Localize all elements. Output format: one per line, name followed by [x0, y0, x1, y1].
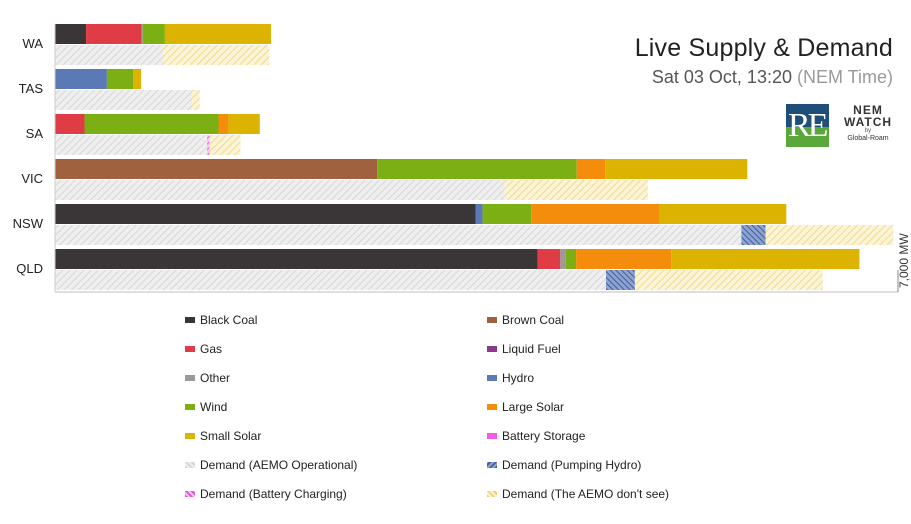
supply-bar-vic-small-solar[interactable]: [605, 159, 748, 179]
legend-label: Large Solar: [502, 400, 565, 414]
demand-bar-tas-demand-aemo-operational[interactable]: [55, 90, 192, 110]
legend-label: Battery Storage: [502, 429, 586, 443]
supply-bar-qld-other[interactable]: [560, 249, 566, 269]
demand-bar-nsw-demand-the-aemo-don-t-see[interactable]: [765, 225, 894, 245]
legend-label: Small Solar: [200, 429, 262, 443]
legend-label: Other: [200, 371, 231, 385]
legend-item-battery-storage[interactable]: Battery Storage: [487, 429, 585, 443]
supply-bar-qld-wind[interactable]: [565, 249, 577, 269]
legend-swatch: [185, 345, 195, 352]
demand-bar-wa-demand-the-aemo-don-t-see[interactable]: [163, 45, 270, 65]
renew-economy-logo[interactable]: RE: [786, 104, 829, 147]
demand-bar-sa-demand-battery-charging[interactable]: [207, 135, 210, 155]
legend-swatch: [487, 374, 497, 381]
legend-swatch: [185, 374, 195, 381]
legend-label: Gas: [200, 342, 223, 356]
supply-bar-sa-small-solar[interactable]: [228, 114, 260, 134]
demand-bar-qld-demand-pumping-hydro[interactable]: [606, 270, 635, 290]
legend-item-brown-coal[interactable]: Brown Coal: [487, 313, 564, 327]
supply-bar-tas-hydro[interactable]: [55, 69, 107, 89]
demand-bar-vic-demand-aemo-operational[interactable]: [55, 180, 505, 200]
page-title: Live Supply & Demand: [634, 34, 893, 62]
region-label-tas: TAS: [19, 81, 44, 96]
demand-bar-qld-demand-aemo-operational[interactable]: [55, 270, 606, 290]
supply-bar-nsw-wind[interactable]: [482, 204, 532, 224]
header: Live Supply & Demand Sat 03 Oct, 13:20 (…: [635, 34, 893, 88]
supply-bar-nsw-large-solar[interactable]: [531, 204, 659, 224]
legend-label: Demand (Pumping Hydro): [502, 458, 642, 472]
legend-label: Demand (Battery Charging): [200, 487, 347, 501]
supply-bar-qld-gas[interactable]: [537, 249, 561, 269]
legend-swatch: [487, 461, 497, 468]
legend-item-large-solar[interactable]: Large Solar: [487, 400, 564, 414]
legend-swatch: [185, 461, 195, 468]
supply-bar-qld-large-solar[interactable]: [576, 249, 672, 269]
legend-label: Hydro: [502, 371, 535, 385]
supply-demand-chart: WA TAS SA VIC NSW QLD 7,000 MW: [13, 24, 911, 293]
supply-bar-nsw-black-coal[interactable]: [55, 204, 476, 224]
region-label-qld: QLD: [16, 261, 43, 276]
timestamp: Sat 03 Oct, 13:20: [651, 67, 792, 87]
demand-bar-sa-demand-aemo-operational[interactable]: [55, 135, 208, 155]
legend-label: Liquid Fuel: [502, 342, 561, 356]
legend-item-hydro[interactable]: Hydro: [487, 371, 534, 385]
region-label-wa: WA: [23, 36, 44, 51]
legend-swatch: [487, 345, 497, 352]
page-subtitle: Sat 03 Oct, 13:20 (NEM Time): [635, 67, 893, 88]
legend-swatch: [487, 432, 497, 439]
legend-label: Wind: [200, 400, 228, 414]
region-label-vic: VIC: [21, 171, 43, 186]
region-label-sa: SA: [26, 126, 44, 141]
supply-bar-nsw-small-solar[interactable]: [658, 204, 787, 224]
legend-swatch: [487, 490, 497, 497]
legend-item-wind[interactable]: Wind: [185, 400, 227, 414]
demand-bar-qld-demand-the-aemo-don-t-see[interactable]: [634, 270, 823, 290]
legend-swatch: [487, 403, 497, 410]
timezone-label: (NEM Time): [797, 67, 893, 87]
legend-label: Demand (The AEMO don't see): [502, 487, 670, 501]
legend-swatch: [487, 316, 497, 323]
supply-bar-tas-wind[interactable]: [106, 69, 134, 89]
legend-item-demand-aemo-operational[interactable]: Demand (AEMO Operational): [185, 458, 357, 472]
demand-bar-vic-demand-the-aemo-don-t-see[interactable]: [504, 180, 648, 200]
legend-swatch: [185, 403, 195, 410]
legend-item-other[interactable]: Other: [185, 371, 230, 385]
nemwatch-logo[interactable]: NEM WATCH by Global-Roam: [843, 103, 893, 142]
demand-bar-tas-demand-the-aemo-don-t-see[interactable]: [192, 90, 200, 110]
demand-bar-nsw-demand-pumping-hydro[interactable]: [741, 225, 766, 245]
legend-label: Brown Coal: [502, 313, 565, 327]
demand-bar-wa-demand-aemo-operational[interactable]: [55, 45, 164, 65]
demand-bar-sa-demand-the-aemo-don-t-see[interactable]: [209, 135, 241, 155]
region-label-nsw: NSW: [13, 216, 44, 231]
demand-bar-nsw-demand-aemo-operational[interactable]: [55, 225, 742, 245]
legend-item-demand-the-aemo-don-t-see[interactable]: Demand (The AEMO don't see): [487, 487, 669, 501]
legend-item-demand-pumping-hydro[interactable]: Demand (Pumping Hydro): [487, 458, 641, 472]
supply-bar-sa-large-solar[interactable]: [218, 114, 229, 134]
supply-bar-tas-small-solar[interactable]: [133, 69, 142, 89]
legend-item-black-coal[interactable]: Black Coal: [185, 313, 257, 327]
supply-bar-wa-black-coal[interactable]: [55, 24, 87, 44]
supply-bar-vic-wind[interactable]: [377, 159, 577, 179]
supply-bar-vic-brown-coal[interactable]: [55, 159, 378, 179]
supply-bar-qld-small-solar[interactable]: [671, 249, 860, 269]
legend-label: Demand (AEMO Operational): [200, 458, 358, 472]
legend-swatch: [185, 490, 195, 497]
legend-swatch: [185, 316, 195, 323]
supply-bar-sa-wind[interactable]: [84, 114, 219, 134]
scale-label: 7,000 MW: [897, 233, 911, 288]
supply-bar-nsw-hydro[interactable]: [475, 204, 483, 224]
legend-item-small-solar[interactable]: Small Solar: [185, 429, 261, 443]
supply-bar-sa-gas[interactable]: [55, 114, 85, 134]
supply-bar-qld-black-coal[interactable]: [55, 249, 538, 269]
supply-bar-wa-other[interactable]: [141, 24, 143, 44]
legend-label: Black Coal: [200, 313, 258, 327]
legend-item-liquid-fuel[interactable]: Liquid Fuel: [487, 342, 561, 356]
legend-item-demand-battery-charging[interactable]: Demand (Battery Charging): [185, 487, 347, 501]
legend-swatch: [185, 432, 195, 439]
legend-item-gas[interactable]: Gas: [185, 342, 222, 356]
supply-bar-wa-gas[interactable]: [86, 24, 142, 44]
supply-bar-vic-large-solar[interactable]: [576, 159, 606, 179]
supply-bar-wa-wind[interactable]: [142, 24, 165, 44]
supply-bar-wa-small-solar[interactable]: [164, 24, 271, 44]
